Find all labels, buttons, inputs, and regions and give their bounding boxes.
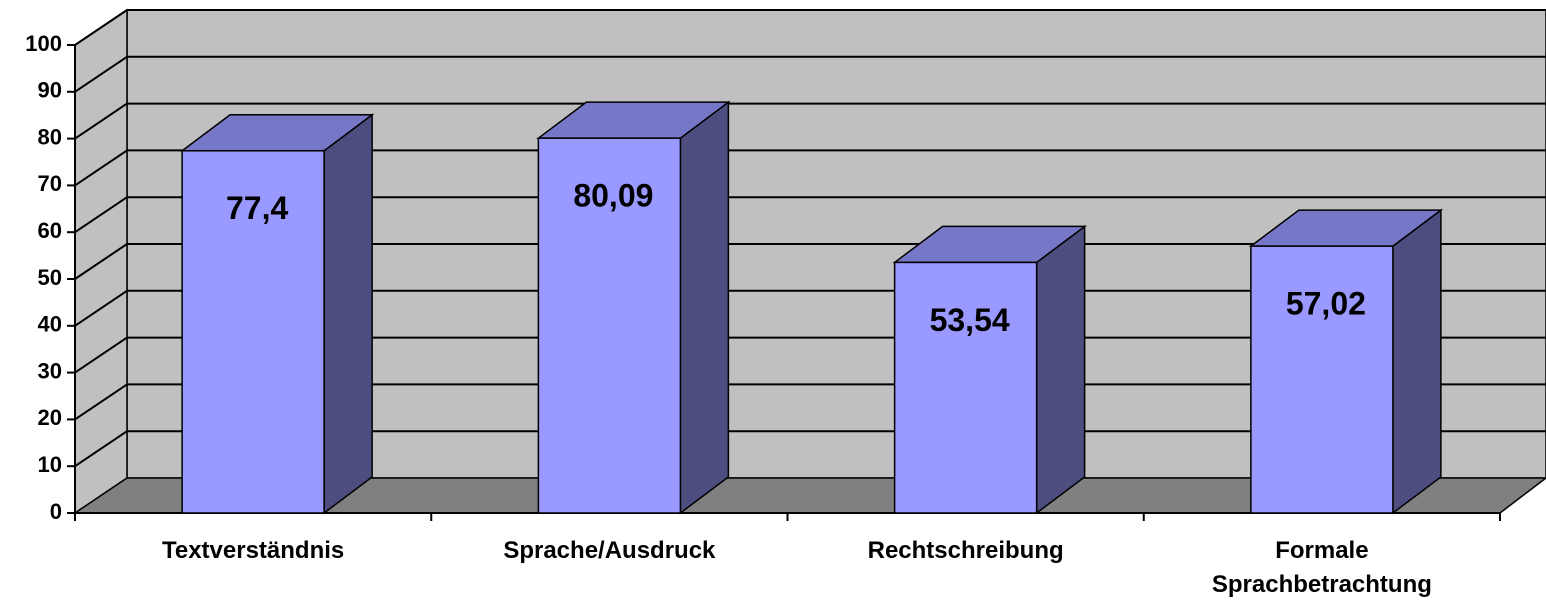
y-tick-label: 20 <box>38 405 62 430</box>
grid-line-side <box>74 9 128 46</box>
y-tick-label: 80 <box>38 124 62 149</box>
bar <box>537 137 682 514</box>
y-tick-label: 60 <box>38 218 62 243</box>
bar-side <box>1035 224 1086 515</box>
value-label: 53,54 <box>930 302 1010 338</box>
y-tick-label: 40 <box>38 312 62 337</box>
grid-line-side <box>74 243 128 280</box>
value-label: 57,02 <box>1286 286 1366 322</box>
bar <box>181 150 325 514</box>
y-tick-label: 30 <box>38 358 62 383</box>
y-tick-label: 90 <box>38 78 62 103</box>
bar-side <box>1392 208 1442 515</box>
x-tick-label: Rechtschreibung <box>867 537 1064 564</box>
bar <box>1250 245 1394 514</box>
value-label: 77,4 <box>226 190 288 226</box>
x-tick-label: Sprache/Ausdruck <box>503 537 716 564</box>
y-tick-label: 50 <box>38 265 62 290</box>
bar-side <box>679 100 730 515</box>
grid-line-side <box>74 336 128 374</box>
grid-line-side <box>74 383 128 421</box>
y-tick-label: 10 <box>38 452 62 477</box>
grid-line-side <box>74 430 128 468</box>
y-tick-label: 70 <box>38 171 62 196</box>
y-tick-label: 0 <box>50 499 62 524</box>
grid-line-side <box>74 55 128 93</box>
value-label: 80,09 <box>573 178 653 214</box>
x-tick-label: Formale Sprachbetrachtung <box>1211 537 1432 598</box>
grid-line-side <box>74 196 128 234</box>
x-tick-label: Textverständnis <box>161 537 345 564</box>
bar-side <box>323 113 373 515</box>
grid-line-side <box>74 149 128 187</box>
grid-line-side <box>74 289 128 327</box>
grid-line-side <box>74 102 128 140</box>
y-tick-label: 100 <box>25 31 62 56</box>
bar <box>893 261 1038 514</box>
